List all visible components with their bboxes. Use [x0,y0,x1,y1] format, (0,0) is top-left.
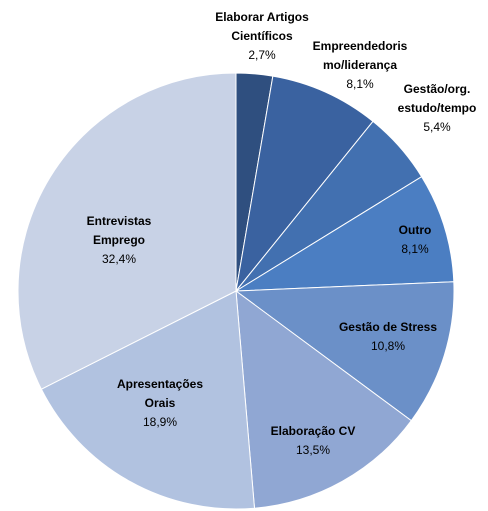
slice-label: mo/liderança [323,58,397,72]
pie-slice [234,281,455,422]
slice-label: Emprego [93,233,145,247]
value-label: 5,4% [423,120,451,134]
pie-slice [40,290,256,510]
slice-label: Elaborar Artigos [215,10,309,24]
pie-slice [235,75,374,293]
slice-label: Gestão de Stress [339,320,437,334]
value-label: 2,7% [248,48,276,62]
slice-label: Entrevistas [87,214,152,228]
slice-label: Orais [145,396,176,410]
value-label: 8,1% [346,77,374,91]
slice-label: Apresentações [117,377,203,391]
value-label: 13,5% [296,443,330,457]
pie-slice [17,72,237,390]
pie-slice [235,289,412,509]
slice-label: Gestão/org. [404,82,471,96]
value-label: 10,8% [371,339,405,353]
value-label: 18,9% [143,415,177,429]
slice-label: Outro [399,223,432,237]
slice-label: Empreendedoris [313,39,408,53]
slice-label: Científicos [231,29,293,43]
pie-slice [234,176,455,292]
slice-label: estudo/tempo [398,101,477,115]
value-label: 32,4% [102,252,136,266]
slice-label: Elaboração CV [271,424,356,438]
value-label: 8,1% [401,242,429,256]
